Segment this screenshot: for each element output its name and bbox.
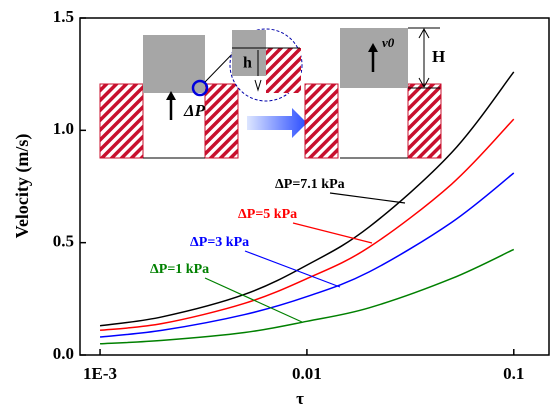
x-tick-label: 0.01 [292,364,322,383]
y-tick-label: 1.5 [53,7,74,26]
y-tick-label: 0.0 [53,344,74,363]
series-line [99,118,515,332]
series-label: ΔP=7.1 kPa [275,177,345,192]
label-leader [292,222,373,244]
x-axis-label: τ [296,389,304,408]
inset-diagram: ΔP h v0 H [99,27,445,159]
series-label: ΔP=1 kPa [150,262,209,277]
inset-label: H [432,47,445,66]
series-line [100,248,515,345]
x-tick-label: 0.1 [503,364,524,383]
y-tick-label: 1.0 [53,119,74,138]
label-leader [244,250,341,288]
series-line [99,172,515,338]
series-label: ΔP=5 kPa [238,207,297,222]
label-leader [204,277,303,323]
y-tick-label: 0.5 [53,232,74,251]
x-tick-label: 1E-3 [83,364,117,383]
y-axis-label: Velocity (m/s) [12,134,33,239]
inset-label: v0 [382,35,395,50]
label-leader [329,192,406,204]
inset-label: h [243,55,252,72]
series-line [99,71,515,327]
series-label: ΔP=3 kPa [190,235,249,250]
inset-label: ΔP [183,101,206,120]
plot-frame [79,17,550,356]
